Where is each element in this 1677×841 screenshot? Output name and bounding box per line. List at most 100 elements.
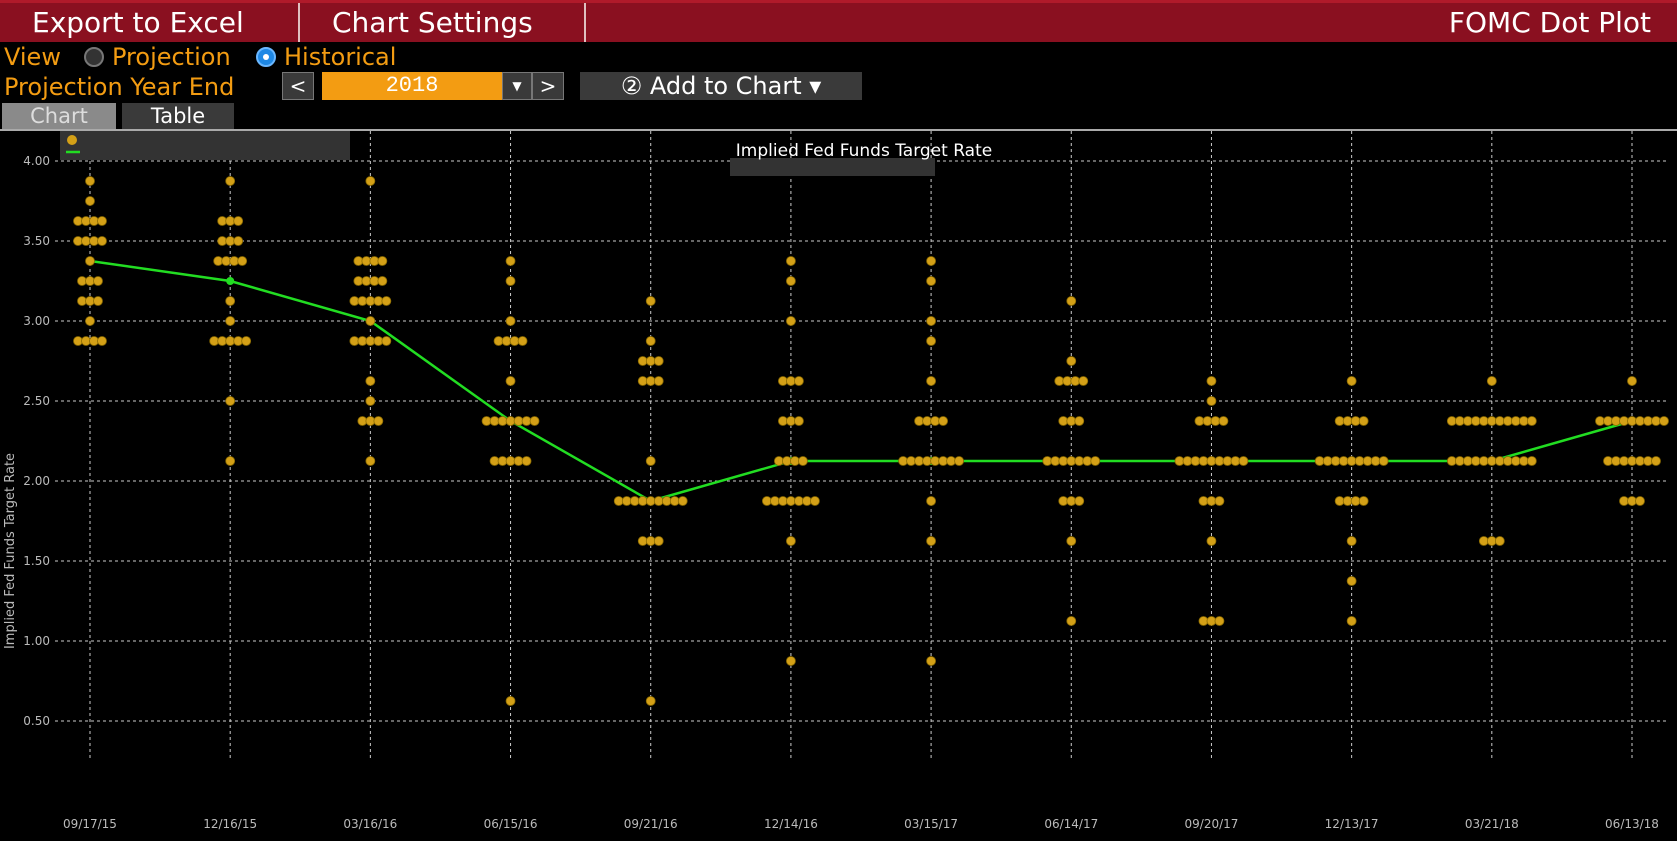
dot [786,256,796,266]
dot [1635,496,1645,506]
chevron-down-icon: ▾ [801,72,822,100]
dot [1066,536,1077,546]
dot [653,376,664,386]
dot [1346,616,1357,626]
dot [677,496,688,506]
y-tick-label: 4.00 [23,154,50,168]
x-tick-label: 06/13/18 [1605,817,1659,831]
dot [1346,376,1357,386]
dot [521,456,532,466]
dot [1358,416,1369,426]
dot [1206,536,1217,546]
dot [1526,456,1537,466]
dot [1494,536,1505,546]
y-tick-label: 1.00 [23,634,50,648]
dot [1659,416,1669,426]
dot [786,536,796,546]
dot [926,496,936,506]
x-tick-label: 09/21/16 [624,817,678,831]
dot [938,416,948,426]
dot [225,456,236,466]
dot [1238,456,1249,466]
prev-year-button[interactable]: < [282,72,314,100]
dot [1090,456,1101,466]
next-year-button[interactable]: > [532,72,564,100]
help-icon: ② [620,72,650,100]
top-toolbar: Export to Excel Chart Settings FOMC Dot … [0,0,1677,42]
dot [1378,456,1389,466]
y-tick-label: 2.00 [23,474,50,488]
dot [505,256,516,266]
dot [794,416,804,426]
add-to-chart-label: Add to Chart [649,72,802,100]
tab-table[interactable]: Table [122,103,234,129]
year-dropdown-button[interactable]: ▼ [502,72,532,100]
y-tick-label: 1.50 [23,554,50,568]
dot [381,336,392,346]
view-label: View [4,43,61,71]
dot [225,176,236,186]
x-tick-label: 09/17/15 [63,817,117,831]
projection-option-label[interactable]: Projection [112,43,231,71]
chart-settings-button[interactable]: Chart Settings [300,3,586,42]
subtitle-band [730,158,935,176]
dot [505,376,516,386]
y-tick-label: 3.50 [23,234,50,248]
dot [373,416,384,426]
dot [1206,396,1217,406]
dot [381,296,392,306]
dot [926,256,936,266]
dot [365,376,376,386]
y-axis-label: Implied Fed Funds Target Rate [3,453,18,649]
dot [517,336,528,346]
y-tick-label: 0.50 [23,714,50,728]
dot [645,336,656,346]
add-to-chart-button[interactable]: ② Add to Chart ▾ [580,72,862,100]
dot [93,276,103,286]
dot [365,456,376,466]
dot [1651,456,1661,466]
legend-dot-marker [67,135,77,145]
x-tick-label: 06/14/17 [1044,817,1098,831]
dot [241,336,252,346]
tab-chart[interactable]: Chart [2,103,116,129]
projection-year-field[interactable]: 2018 [322,72,502,100]
historical-radio[interactable] [256,47,276,67]
dot [97,336,107,346]
x-tick-label: 06/15/16 [484,817,538,831]
dot [1218,416,1229,426]
dot [1526,416,1537,426]
dot [798,456,808,466]
projection-radio[interactable] [84,47,104,67]
dot [1214,616,1225,626]
dot [85,316,95,326]
dot [1486,376,1497,386]
dot [225,316,236,326]
dot-plot-chart: 4.00 3.50 3.00 2.50 2.00 1.50 1.00 0.50 09/17/15… [3,130,1669,831]
dot [529,416,540,426]
dot [225,396,236,406]
dot [1206,376,1217,386]
x-tick-label: 12/16/15 [203,817,257,831]
dot [645,456,656,466]
dot [1074,416,1085,426]
x-tick-label: 12/14/16 [764,817,818,831]
x-tick-label: 03/16/16 [343,817,397,831]
dot [786,316,796,326]
dot [1066,356,1077,366]
x-tick-label: 03/15/17 [904,817,958,831]
export-to-excel-button[interactable]: Export to Excel [0,3,300,42]
median-point [226,277,235,285]
dot [237,256,248,266]
historical-option-label[interactable]: Historical [284,43,397,71]
chart-title: Implied Fed Funds Target Rate [736,141,992,161]
dot [926,656,936,666]
dot [505,696,516,706]
dot [926,536,936,546]
dot [505,316,516,326]
dot [505,276,516,286]
dot [653,536,664,546]
dot [1358,496,1369,506]
chart-area: 4.00 3.50 3.00 2.50 2.00 1.50 1.00 0.50 09/17/15… [0,130,1677,837]
dot [1627,376,1637,386]
